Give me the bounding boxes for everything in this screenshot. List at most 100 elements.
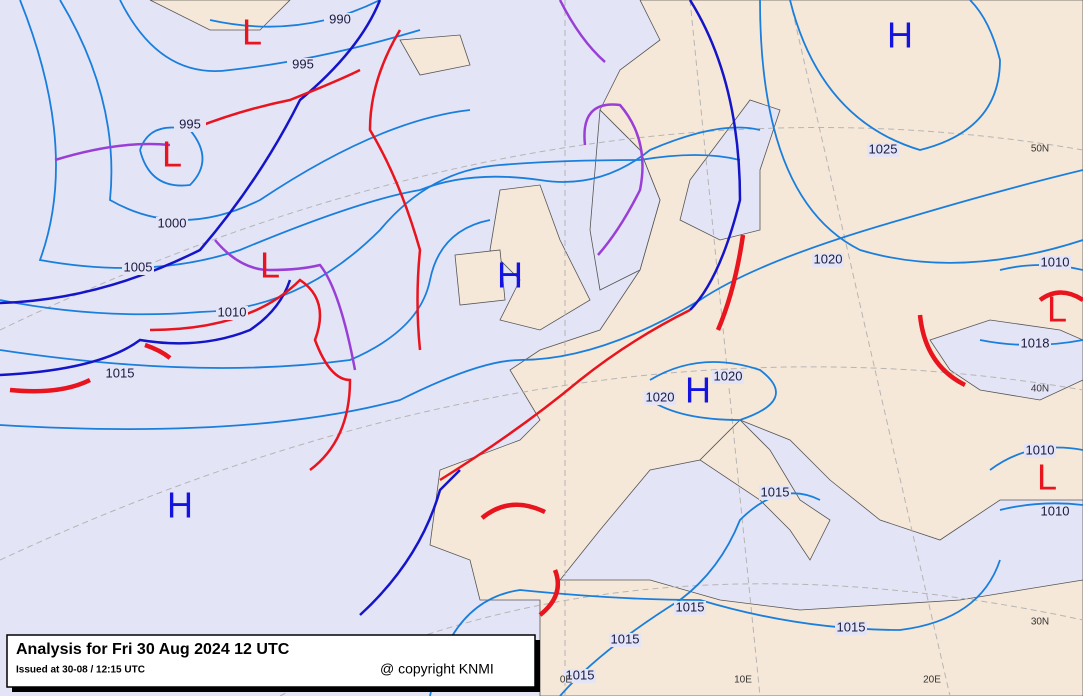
isobar-label: 1020 [646,389,675,404]
isobar-label-bg [216,306,248,320]
trough [538,569,561,617]
isobar-label: 1018 [1021,335,1050,350]
meridian [789,0,951,696]
isobar [789,0,1001,151]
pressure-center: H [685,370,711,411]
occluded-front [54,142,171,162]
isobar-label: 1010 [1041,254,1070,269]
parallel [279,583,1083,696]
isobar-label: 1015 [676,599,705,614]
occluded-front [214,239,357,371]
issued-time: Issued at 30-08 / 12:15 UTC [16,665,145,676]
parallel [0,127,1083,331]
isobar [139,126,204,187]
isobar-label-bg [812,253,844,267]
isobar-label: 1020 [814,251,843,266]
isobar-label: 1015 [566,667,595,682]
isobar [0,169,1083,430]
meridian [689,0,761,696]
isobar [649,361,777,421]
title-panel [6,634,536,688]
isobar [999,502,1083,511]
isobar-label: 995 [179,116,201,131]
isobar-label: 1005 [124,259,153,274]
isobar-label-bg [644,391,676,405]
isobar-label-bg [1039,505,1071,519]
isobar-label: 1010 [1041,503,1070,518]
isobar-label-bg [1039,256,1071,270]
isobar-label: 1015 [106,365,135,380]
warm-front [189,68,361,132]
pressure-center: L [1037,457,1057,498]
cold-front [688,0,742,311]
pressure-center: H [497,255,523,296]
grid-label: 0E [560,675,573,686]
isobar-label: 1025 [869,141,898,156]
isobar [209,0,381,28]
isobar-label: 995 [292,56,314,71]
iceland [399,34,471,76]
grid-label: 10E [734,675,752,686]
isobar-label: 1015 [761,484,790,499]
isobar-label-bg [287,58,319,72]
ireland [454,249,506,306]
isobar-label: 1000 [158,215,187,230]
isobar-label: 990 [329,11,351,26]
isobar [429,559,1001,696]
isobar [759,0,1083,264]
grid-label: 50N [1031,144,1049,155]
cold-front [0,279,292,377]
isobar-label: 1015 [837,619,866,634]
isobar-label-bg [835,621,867,635]
copyright: @ copyright KNMI [380,661,494,677]
title-box: Analysis for Fri 30 Aug 2024 12 UTC Issu… [6,634,540,692]
occluded-front [583,103,644,256]
trough [917,314,967,388]
isobar-label-bg [122,261,154,275]
isobar [59,0,471,221]
warm-front [368,29,422,351]
cold-front [0,0,382,305]
greenland [149,0,291,31]
isobar [0,219,491,369]
cold-front [359,469,461,616]
isobar-label-bg [156,217,188,231]
pressure-center: L [1047,289,1067,330]
trough [9,377,92,394]
isobar [119,0,421,72]
isobar-label-bg [104,367,136,381]
pressure-center: H [167,485,193,526]
isobar-label-bg [1024,444,1056,458]
isobar-label-bg [867,143,899,157]
isobar-label: 1020 [714,368,743,383]
isobar-label-bg [609,633,641,647]
pressure-center: L [162,134,182,175]
isobar-label-bg [324,13,356,27]
isobar-label-bg [759,486,791,500]
trough [480,502,546,520]
isobar-label-bg [174,118,206,132]
map-title: Analysis for Fri 30 Aug 2024 12 UTC [16,641,290,658]
pressure-center: L [242,12,262,53]
pressure-center: H [887,15,913,56]
isobar-label: 1010 [1026,442,1055,457]
grid-label: 20E [923,675,941,686]
fronts [0,0,1083,617]
grid-label: 40N [1031,384,1049,395]
grid-label: 30N [1031,617,1049,628]
isobar-label-bg [1019,337,1051,351]
trough [715,234,746,331]
isobar-label-bg [712,370,744,384]
isobar-label: 1010 [218,304,247,319]
warm-front [439,308,691,482]
trough [144,342,172,360]
trough [1038,290,1083,302]
occluded-front [558,0,606,63]
isobar-label-bg [674,601,706,615]
isobar-label-bg [564,669,596,683]
pressure-center: L [260,245,280,286]
baltic-sea [679,99,781,241]
